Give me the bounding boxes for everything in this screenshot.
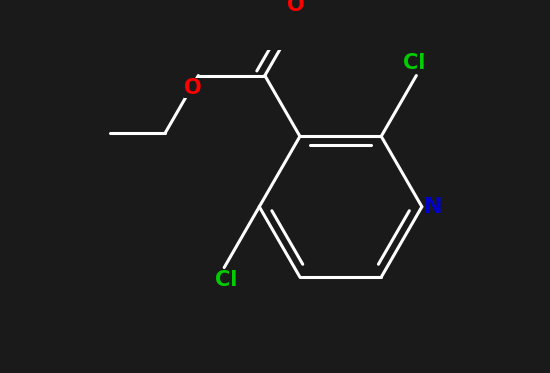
Text: N: N bbox=[424, 197, 442, 217]
Text: Cl: Cl bbox=[403, 53, 426, 73]
Text: O: O bbox=[288, 0, 305, 15]
Text: O: O bbox=[184, 78, 202, 98]
Text: Cl: Cl bbox=[215, 270, 237, 291]
